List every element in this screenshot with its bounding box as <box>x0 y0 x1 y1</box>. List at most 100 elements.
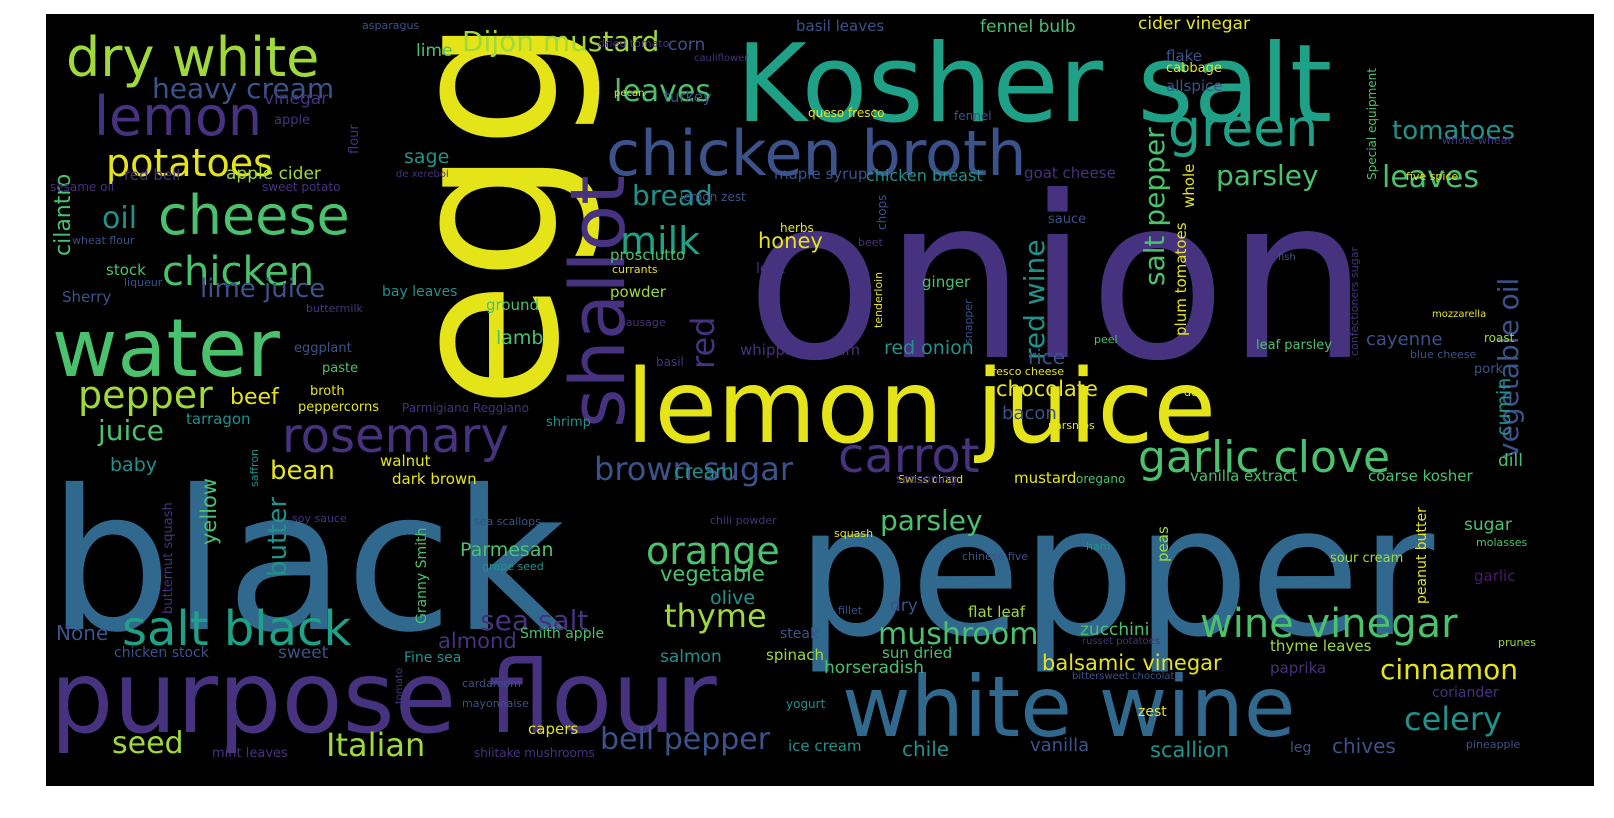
word-dry: dry <box>890 596 918 616</box>
word-soy-sauce: soy sauce <box>292 512 347 525</box>
word-basil: basil <box>656 355 684 369</box>
word-almond: almond <box>438 629 517 653</box>
word-parsley: parsley <box>1216 159 1319 192</box>
word-balsamic-vinegar: balsamic vinegar <box>1042 651 1222 675</box>
word-black: black <box>48 448 566 675</box>
word-sweet: sweet <box>278 643 329 663</box>
word-chili-powder: chili powder <box>710 514 777 527</box>
word-none: None <box>56 621 108 645</box>
word-cilantro: cilantro <box>51 174 76 256</box>
word-purpose-flour: purpose flour <box>50 639 718 756</box>
word-salt-pepper: salt pepper <box>1138 127 1171 286</box>
word-tomatoes: tomatoes <box>1392 116 1515 146</box>
word-lemon-zest: lemon zest <box>680 190 746 204</box>
word-wheat-flour: wheat flour <box>72 234 135 247</box>
word-cloud-canvas: onion egg black pepper Kosher salt lemon… <box>48 14 1536 764</box>
word-whole: whole <box>1180 164 1198 208</box>
word-cloud: onion egg black pepper Kosher salt lemon… <box>46 14 1594 786</box>
word-mayonnaise: mayonnaise <box>462 697 529 710</box>
word-plum-tomatoes: plum tomatoes <box>1172 222 1190 336</box>
word-prunes: prunes <box>1498 636 1536 649</box>
word-celery: celery <box>1404 700 1502 738</box>
word-broth: broth <box>310 384 345 399</box>
word-walnut: walnut <box>380 452 431 470</box>
word-lime-juice: lime juice <box>200 274 325 304</box>
word-bittersweet-chocolate: bittersweet chocolate <box>1072 671 1181 682</box>
word-sausage: sausage <box>620 316 666 329</box>
word-spinach: spinach <box>766 646 824 664</box>
word-flour: flour <box>347 124 362 154</box>
word-buttermilk: buttermilk <box>306 302 364 315</box>
word-chocolate: chocolate <box>996 377 1098 401</box>
word-prosciutto: prosciutto <box>610 246 685 264</box>
word-shallot: shallot <box>553 175 642 428</box>
word-chicken: chicken <box>162 249 314 295</box>
word-carrot: carrot <box>838 428 980 484</box>
word-chicken-broth: chicken broth <box>606 117 1027 190</box>
word-water: water <box>52 302 280 395</box>
word-fillet: fillet <box>838 604 863 617</box>
word-juice: juice <box>97 414 164 447</box>
word-scallion: scallion <box>1150 738 1229 762</box>
word-herbs: herbs <box>780 221 814 235</box>
word-sage: sage <box>404 146 449 168</box>
word-garlic-clove: garlic clove <box>1138 432 1390 483</box>
word-cayenne: cayenne <box>1366 329 1443 350</box>
word-saffron: saffron <box>248 449 261 487</box>
word-five-spice: five spice <box>1406 170 1459 183</box>
word-stock: stock <box>106 261 146 279</box>
word-roast: roast <box>1484 331 1515 345</box>
word-pineapple: pineapple <box>1466 738 1521 751</box>
word-fresco-cheese: fresco cheese <box>988 365 1064 378</box>
word-cumin: cumin <box>1493 378 1515 436</box>
word-grape: grape <box>442 337 453 366</box>
word-green: green <box>1168 99 1318 159</box>
word-pepper: pepper <box>78 373 213 417</box>
word-dry-white: dry white <box>66 26 319 89</box>
word-tarragon: tarragon <box>186 410 251 428</box>
word-goat-cheese: goat cheese <box>1024 164 1116 182</box>
word-sesame-oil: sesame oil <box>50 180 114 194</box>
word-rice: rice <box>1028 345 1065 369</box>
word-mozzarella: mozzarella <box>1432 309 1486 320</box>
word-potatoes: potatoes <box>106 141 273 185</box>
word-capers: capers <box>528 720 578 738</box>
word-lime: lime <box>416 41 452 61</box>
word-oregano: oregano <box>1076 472 1125 486</box>
word-chops: chops <box>875 195 889 230</box>
word-tomato: tomato <box>394 668 405 704</box>
word-chile: chile <box>902 737 949 761</box>
word-bell-pepper: bell pepper <box>600 722 771 757</box>
word-heavy-cream: heavy cream <box>152 72 334 105</box>
word-honey: honey <box>758 229 823 253</box>
word-red: red <box>684 317 722 369</box>
word-mint-leaves: mint leaves <box>212 746 288 761</box>
word-sweet-potato: sweet potato <box>262 180 340 194</box>
word-chives: chives <box>1332 734 1396 758</box>
word-parmesan: Parmesan <box>460 539 554 561</box>
word-peas: peas <box>1154 526 1172 562</box>
word-snapper: snapper <box>962 299 975 344</box>
word-de-xerebol: de xerebol <box>396 169 449 180</box>
word-leaves: leaves <box>614 74 711 109</box>
word-allspice: allspice <box>1166 77 1223 95</box>
word-ham: ham <box>1086 540 1110 553</box>
word-parsnips: parsnips <box>1048 419 1095 432</box>
word-mustard: mustard <box>1014 469 1076 487</box>
word-lamb: lamb <box>496 327 544 349</box>
word-fine-sea: Fine sea <box>404 650 461 666</box>
word-thyme: thyme <box>664 597 767 635</box>
word-paprika: paprika <box>1270 659 1326 677</box>
word-cream: cream <box>674 461 734 483</box>
word-tenderloin: tenderloin <box>872 272 885 328</box>
word-steak: steak <box>780 626 819 642</box>
word-chicken-breast: chicken breast <box>866 166 983 185</box>
word-shiitake-mushrooms: shiitake mushrooms <box>474 746 595 760</box>
word-queso-fresco: queso fresco <box>808 106 884 120</box>
word-de: de <box>1184 386 1198 399</box>
word-special-equipment: Special equipment <box>1365 68 1379 180</box>
word-cinnamon: cinnamon <box>1380 653 1518 686</box>
word-granny-smith: Granny Smith <box>414 528 430 624</box>
word-vegetable: vegetable <box>660 562 765 586</box>
word-basil-leaves: basil leaves <box>796 17 884 35</box>
